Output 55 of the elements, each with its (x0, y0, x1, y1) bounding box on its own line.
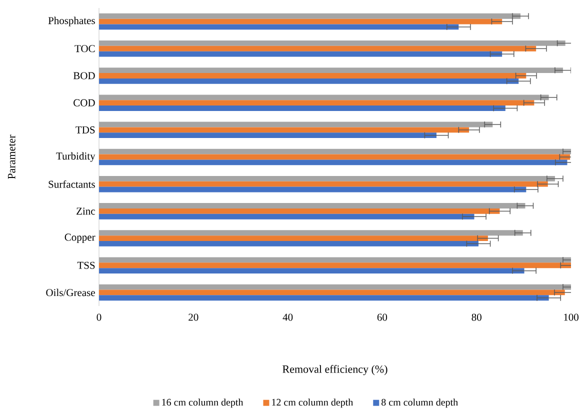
y-tick-label: TSS (77, 262, 95, 269)
y-tick-label: Oils/Grease (46, 288, 95, 296)
bar (99, 132, 436, 138)
bar (99, 94, 549, 100)
y-axis-title: Parameter (8, 134, 16, 179)
x-axis-title: Removal efficiency (%) (282, 365, 388, 376)
legend-label: 12 cm column depth (272, 398, 354, 408)
bar (99, 78, 519, 84)
bar (99, 290, 565, 296)
bar (99, 236, 488, 241)
bar (99, 13, 520, 19)
bar (99, 214, 474, 220)
bar (99, 240, 478, 246)
bar (99, 68, 563, 74)
bar (99, 100, 534, 106)
bar (99, 73, 526, 78)
bar (99, 160, 568, 166)
bar (99, 122, 493, 128)
x-tick-label: 0 (96, 314, 102, 321)
y-tick-label: COD (74, 99, 95, 106)
bar (99, 154, 570, 160)
y-tick-label: Copper (64, 234, 96, 243)
bar (99, 230, 523, 236)
legend-label: 16 cm column depth (162, 398, 244, 408)
bar (99, 127, 470, 133)
bar (99, 148, 572, 154)
bar (99, 295, 549, 301)
bar (99, 181, 548, 187)
x-tick-label: 80 (472, 314, 482, 321)
y-tick-label: TDS (76, 126, 95, 134)
bar (99, 51, 502, 57)
y-tick-label: BOD (73, 72, 95, 80)
bar (99, 176, 555, 182)
bar (99, 40, 566, 46)
bar (99, 203, 526, 208)
bar (99, 24, 459, 30)
x-tick-label: 100 (564, 314, 578, 321)
bar (99, 208, 500, 214)
bar (99, 18, 502, 24)
y-tick-label: Surfactants (48, 180, 95, 188)
y-tick-label: Phosphates (48, 16, 95, 26)
legend-label: 8 cm column depth (382, 398, 458, 408)
y-tick-label: Turbidity (56, 152, 96, 162)
bar (99, 186, 526, 192)
y-tick-label: TOC (74, 45, 95, 52)
bar (99, 106, 506, 111)
bar (99, 284, 572, 290)
bar (99, 268, 524, 274)
y-tick-label: Zinc (76, 208, 95, 215)
x-tick-label: 60 (377, 314, 388, 321)
x-tick-label: 40 (282, 314, 293, 321)
bar (99, 46, 536, 52)
x-tick-label: 20 (188, 314, 198, 321)
bar (99, 257, 572, 263)
bar (99, 262, 572, 268)
